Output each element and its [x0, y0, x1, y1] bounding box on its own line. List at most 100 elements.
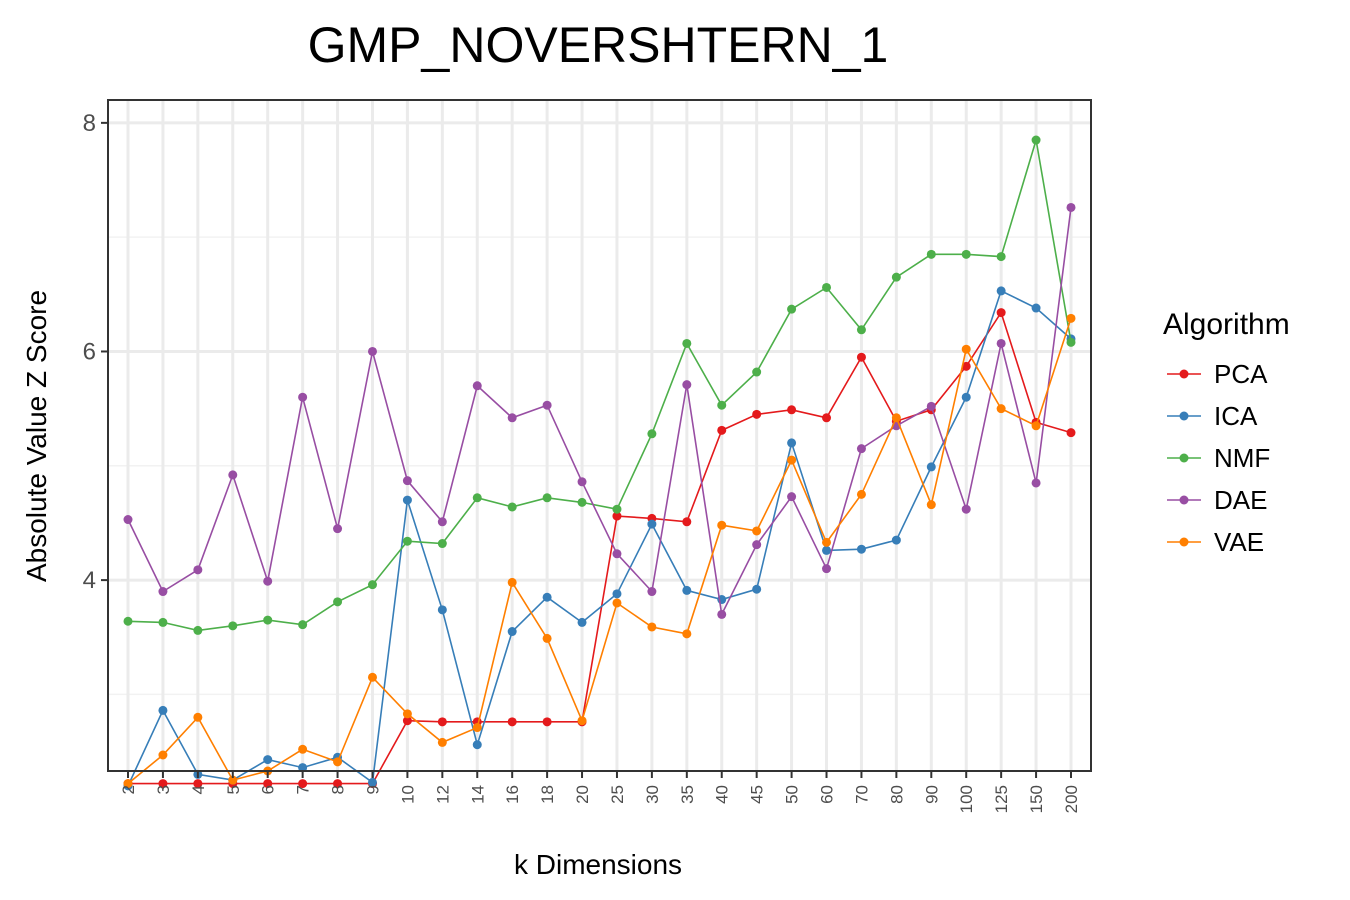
data-point-nmf — [507, 502, 517, 512]
data-point-dae — [612, 549, 622, 559]
legend-key-point — [1179, 411, 1189, 421]
data-point-pca — [717, 425, 727, 435]
data-point-pca — [542, 717, 552, 727]
data-point-pca — [856, 352, 866, 362]
x-tick-label: 150 — [1027, 785, 1046, 813]
data-point-pca — [298, 779, 308, 789]
data-point-nmf — [542, 493, 552, 503]
plot-grid — [108, 100, 1091, 771]
data-point-dae — [472, 381, 482, 391]
data-point-ica — [926, 462, 936, 472]
data-point-ica — [577, 617, 587, 627]
x-tick-label: 5 — [224, 785, 243, 794]
data-point-ica — [402, 495, 412, 505]
data-point-dae — [263, 576, 273, 586]
y-tick-label: 6 — [83, 338, 96, 365]
data-point-dae — [787, 492, 797, 502]
data-point-nmf — [752, 367, 762, 377]
y-tick-label: 4 — [83, 567, 96, 594]
legend-item-nmf: NMF — [1167, 443, 1270, 473]
data-point-vae — [333, 757, 343, 767]
x-tick-label: 14 — [468, 785, 487, 804]
x-tick-label: 45 — [748, 785, 767, 804]
x-tick-label: 35 — [678, 785, 697, 804]
x-tick-label: 30 — [643, 785, 662, 804]
data-point-ica — [507, 627, 517, 637]
data-point-dae — [437, 517, 447, 527]
data-point-pca — [1066, 428, 1076, 438]
data-point-pca — [612, 511, 622, 521]
x-tick-label: 8 — [329, 785, 348, 794]
legend-key-point — [1179, 495, 1189, 505]
x-tick-label: 12 — [433, 785, 452, 804]
data-point-vae — [787, 455, 797, 465]
data-point-vae — [193, 712, 203, 722]
legend-label: ICA — [1214, 401, 1258, 431]
x-tick-label: 4 — [189, 785, 208, 794]
plot-series — [123, 135, 1076, 791]
data-point-vae — [158, 750, 168, 760]
data-point-dae — [542, 400, 552, 410]
data-point-dae — [367, 346, 377, 356]
series-dae — [123, 202, 1076, 619]
data-point-pca — [402, 716, 412, 726]
data-point-nmf — [298, 620, 308, 630]
data-point-nmf — [1066, 337, 1076, 347]
data-point-ica — [647, 519, 657, 529]
legend-item-ica: ICA — [1167, 401, 1258, 431]
data-point-nmf — [717, 400, 727, 410]
data-point-ica — [263, 755, 273, 765]
data-point-vae — [1031, 421, 1041, 431]
x-tick-label: 7 — [294, 785, 313, 794]
x-tick-label: 16 — [503, 785, 522, 804]
data-point-dae — [856, 444, 866, 454]
legend-key-point — [1179, 453, 1189, 463]
x-tick-label: 18 — [538, 785, 557, 804]
series-line-vae — [127, 318, 1072, 785]
data-point-nmf — [822, 282, 832, 292]
data-point-ica — [1031, 303, 1041, 313]
data-point-vae — [996, 404, 1006, 414]
data-point-ica — [612, 589, 622, 599]
data-point-vae — [822, 537, 832, 547]
x-tick-label: 40 — [713, 785, 732, 804]
data-point-ica — [472, 740, 482, 750]
data-point-nmf — [682, 338, 692, 348]
data-point-dae — [961, 504, 971, 514]
y-axis-title: Absolute Value Z Score — [21, 290, 52, 582]
data-point-pca — [507, 717, 517, 727]
data-point-ica — [822, 545, 832, 555]
x-tick-label: 10 — [398, 785, 417, 804]
data-point-vae — [402, 709, 412, 719]
chart-title: GMP_NOVERSHTERN_1 — [308, 17, 889, 73]
x-axis-title: k Dimensions — [514, 849, 682, 880]
data-point-dae — [682, 380, 692, 390]
data-point-ica — [891, 535, 901, 545]
data-point-vae — [891, 413, 901, 423]
data-point-dae — [752, 540, 762, 550]
data-point-pca — [682, 517, 692, 527]
legend-key-point — [1179, 369, 1189, 379]
data-point-nmf — [647, 429, 657, 439]
data-point-pca — [822, 413, 832, 423]
data-point-pca — [193, 779, 203, 789]
data-point-dae — [577, 477, 587, 487]
data-point-vae — [612, 598, 622, 608]
data-point-vae — [1066, 313, 1076, 323]
data-point-dae — [158, 587, 168, 597]
data-point-nmf — [577, 497, 587, 507]
series-line-dae — [127, 207, 1072, 618]
legend-label: NMF — [1214, 443, 1270, 473]
x-tick-label: 90 — [922, 785, 941, 804]
x-tick-label: 3 — [154, 785, 173, 794]
data-point-ica — [856, 544, 866, 554]
data-point-ica — [437, 605, 447, 615]
data-point-vae — [507, 577, 517, 587]
legend-label: VAE — [1214, 527, 1264, 557]
data-point-pca — [752, 409, 762, 419]
data-point-nmf — [228, 621, 238, 631]
series-vae — [123, 313, 1076, 789]
data-point-nmf — [996, 252, 1006, 262]
x-tick-label: 200 — [1062, 785, 1081, 813]
